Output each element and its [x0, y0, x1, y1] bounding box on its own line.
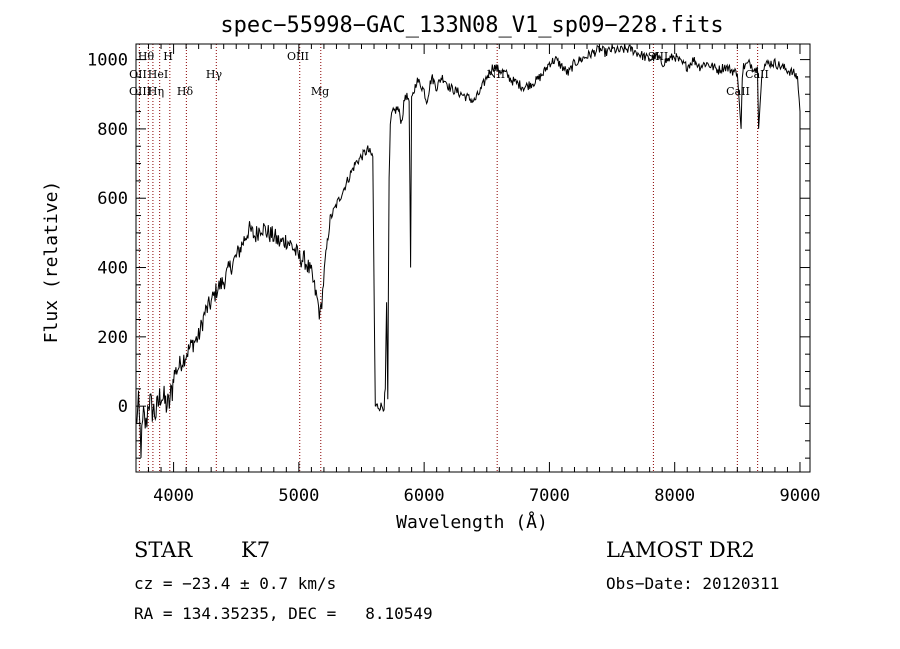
tick-labels: 4000 5000 6000 7000 8000 9000 0 200 400 600 800 100… — [87, 51, 820, 506]
spectral-line-label: H — [163, 50, 173, 63]
spectral-line-label: Hθ — [138, 50, 155, 63]
spectral-line-label: OIII — [287, 50, 309, 63]
y-tick-label: 600 — [97, 189, 128, 209]
spectral-line-label: Hγ — [206, 68, 223, 81]
spectral-line-label: HeI — [148, 68, 168, 81]
spectral-line-label: OII — [129, 68, 147, 81]
x-tick-label: 6000 — [404, 486, 445, 506]
y-tick-label: 400 — [97, 259, 128, 279]
coordinates: RA = 134.35235, DEC = 8.10549 — [134, 604, 433, 623]
spectral-line-label: Mg — [311, 85, 329, 98]
x-tick-label: 8000 — [654, 486, 695, 506]
y-tick-label: 1000 — [87, 51, 128, 71]
observation-date: Obs−Date: 20120311 — [606, 574, 780, 593]
y-tick-label: 800 — [97, 120, 128, 140]
x-tick-label: 4000 — [153, 486, 194, 506]
x-axis-label: Wavelength (Å) — [396, 511, 548, 533]
x-tick-label: 5000 — [278, 486, 319, 506]
y-tick-label: 200 — [97, 328, 128, 348]
object-class: STAR — [134, 538, 193, 562]
axis-ticks — [135, 44, 810, 472]
chart-title: spec−55998−GAC_133N08_V1_sp09−228.fits — [220, 13, 723, 38]
line-markers — [138, 44, 759, 472]
redshift-cz: cz = −23.4 ± 0.7 km/s — [134, 574, 337, 593]
x-tick-label: 7000 — [529, 486, 570, 506]
y-tick-label: 0 — [118, 397, 128, 417]
spectral-line-label: OIII — [129, 85, 151, 98]
object-subclass: K7 — [241, 538, 271, 562]
survey-name: LAMOST DR2 — [606, 538, 755, 562]
y-axis-label: Flux (relative) — [41, 181, 62, 344]
spectral-line-label: Hδ — [177, 85, 194, 98]
spectral-line-label: Hη — [148, 85, 164, 98]
spectrum-line — [135, 44, 801, 458]
x-tick-label: 9000 — [780, 486, 821, 506]
spectral-line-label: CaII — [726, 85, 750, 98]
plot-frame — [135, 43, 811, 473]
